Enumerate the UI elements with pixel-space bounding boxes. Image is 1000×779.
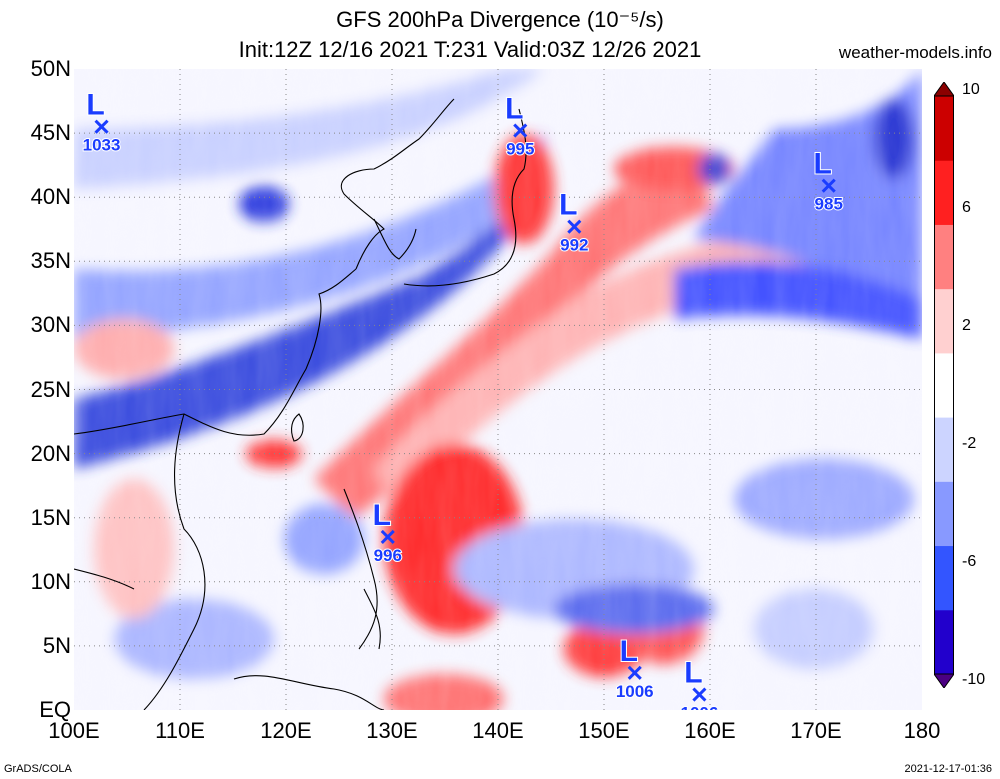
- source-label: weather-models.info: [838, 43, 992, 62]
- colorbar-label: -10: [962, 671, 986, 688]
- low-center-cross: [567, 219, 582, 234]
- low-pressure-value: 1006: [616, 682, 654, 701]
- colorbar-segment: [934, 481, 954, 547]
- low-symbol: L: [505, 93, 523, 126]
- longitude-label: 150E: [578, 718, 630, 743]
- map-title: GFS 200hPa Divergence (10⁻⁵/s): [336, 7, 664, 32]
- colorbar-segment: [934, 417, 954, 482]
- low-center-cross: [94, 119, 109, 134]
- low-pressure-marker: L 1006: [679, 656, 719, 710]
- low-pressure-marker: L 992: [558, 188, 589, 256]
- footer-credit: GrADS/COLA: [4, 763, 72, 775]
- colorbar-label: 2: [962, 317, 971, 334]
- low-pressure-markers: L 1033 L 995 L 992 L 985 L 996 L 1006 L 1006: [82, 88, 844, 710]
- colorbar-segment: [934, 545, 954, 611]
- colorbar-segment: [934, 609, 954, 675]
- coastlines: [74, 98, 527, 710]
- colorbar: [934, 82, 954, 688]
- latitude-label: 40N: [30, 184, 71, 210]
- colorbar-label: -2: [962, 435, 977, 452]
- longitude-label: 140E: [472, 718, 524, 743]
- low-center-cross: [821, 178, 836, 193]
- low-symbol: L: [684, 657, 702, 690]
- colorbar-label: -6: [962, 553, 977, 570]
- low-symbol: L: [814, 148, 832, 181]
- colorbar-segment: [934, 96, 954, 161]
- latitude-label: EQ: [39, 697, 71, 722]
- colorbar-max-arrow: [934, 82, 954, 97]
- low-pressure-value: 996: [374, 546, 402, 565]
- latitude-label: 50N: [30, 56, 71, 81]
- low-pressure-marker: L 1033: [82, 88, 122, 156]
- colorbar-frame: [934, 95, 954, 675]
- latitude-label: 25N: [30, 376, 71, 402]
- latitude-label: 5N: [42, 632, 71, 658]
- latitude-label: 30N: [30, 312, 71, 338]
- longitude-label: 130E: [366, 718, 418, 743]
- low-pressure-value: 995: [506, 140, 534, 159]
- latitude-label: 45N: [30, 120, 71, 146]
- low-symbol: L: [86, 89, 104, 122]
- longitude-label: 110E: [155, 718, 205, 743]
- low-center-cross: [692, 687, 707, 702]
- low-pressure-value: 1033: [83, 136, 121, 155]
- colorbar-min-arrow: [934, 673, 954, 688]
- divergence-map: L 1033 L 995 L 992 L 985 L 996 L 1006 L 1006: [74, 69, 922, 710]
- low-pressure-marker: L 1006: [615, 634, 655, 702]
- latitude-label: 15N: [30, 504, 71, 530]
- longitude-label: 100E: [48, 718, 100, 743]
- low-center-cross: [380, 529, 395, 544]
- colorbar-segment: [934, 288, 954, 354]
- colorbar-segment: [934, 160, 954, 225]
- colorbar-segment: [934, 224, 954, 290]
- latitude-label: 35N: [30, 248, 71, 274]
- map-subtitle: Init:12Z 12/16 2021 T:231 Valid:03Z 12/2…: [238, 37, 702, 62]
- low-pressure-marker: L 985: [813, 147, 844, 215]
- low-pressure-marker: L 995: [504, 92, 535, 160]
- latitude-label: 10N: [30, 568, 71, 594]
- longitude-label: 180: [903, 718, 941, 743]
- low-center-cross: [627, 665, 642, 680]
- low-symbol: L: [559, 189, 577, 222]
- colorbar-label: 10: [962, 81, 980, 98]
- low-center-cross: [513, 123, 528, 138]
- lat-lon-grid: [74, 69, 922, 710]
- footer-timestamp: 2021-12-17-01:36: [904, 763, 992, 775]
- longitude-label: 170E: [790, 718, 842, 743]
- low-symbol: L: [373, 499, 391, 532]
- longitude-label: 160E: [684, 718, 736, 743]
- low-pressure-marker: L 996: [372, 498, 403, 566]
- colorbar-segment: [934, 352, 954, 418]
- low-pressure-value: 985: [815, 195, 843, 214]
- longitude-label: 120E: [260, 718, 312, 743]
- colorbar-label: 6: [962, 199, 971, 216]
- low-pressure-value: 1006: [680, 704, 718, 710]
- low-symbol: L: [620, 635, 638, 668]
- low-pressure-value: 992: [560, 236, 588, 255]
- latitude-label: 20N: [30, 440, 71, 466]
